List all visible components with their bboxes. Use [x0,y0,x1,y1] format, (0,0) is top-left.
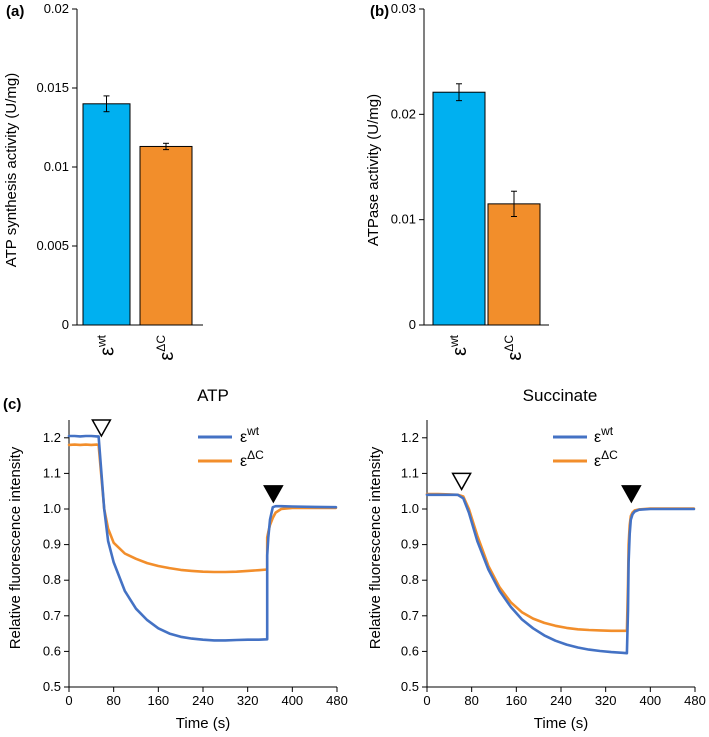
atp-series-line-dc [67,443,338,574]
atp-y-axis-label: Relative fluorescence intensity [7,446,24,649]
atp-x-tick-label: 160 [147,693,169,708]
b-y-tick-label: 0.02 [391,106,416,121]
succinate-x-tick-label: 240 [550,693,572,708]
succinate-plot-title: Succinate [523,386,598,405]
atp-legend-label-dc: εΔC [240,448,264,470]
atp-x-tick-label: 320 [237,693,259,708]
b-error-bar-wt [456,83,462,102]
atp-x-axis-label: Time (s) [176,715,230,732]
succinate-open-triangle-marker [451,472,472,491]
a-category-label-dc: εΔC [154,335,178,361]
b-category-label-dc: εΔC [502,335,526,361]
b-category-label-wt: εwt [447,334,471,356]
atp-y-tick-label: 0.7 [43,608,61,623]
succinate-y-tick-label: 0.8 [401,572,419,587]
b-y-tick-label: 0.01 [391,212,416,227]
atp-series-line-wt [67,434,338,642]
succinate-y-tick-label: 1.0 [401,501,419,516]
a-bar-wt [82,103,131,326]
b-bar-wt [432,91,486,326]
atp-x-tick-label: 480 [326,693,348,708]
atp-filled-triangle-marker [263,485,284,504]
a-y-tick-label: 0.01 [44,159,69,174]
succinate-filled-triangle-marker [621,485,642,504]
atp-y-tick-label: 0.8 [43,572,61,587]
atp-x-tick-label: 400 [281,693,303,708]
panel-a: (a) ATP synthesis activity (U/mg) 0 0.005… [3,1,203,361]
atp-legend: εwt εΔC [198,424,264,470]
a-error-bar-dc [163,142,169,151]
succinate-y-tick-label: 0.6 [401,643,419,658]
succinate-legend-label-wt: εwt [594,424,614,446]
panel-c-atp: (c) ATP Relative fluorescence intensity … [3,386,348,732]
atp-y-tick-label: 0.6 [43,643,61,658]
succinate-y-tick-label: 0.9 [401,537,419,552]
atp-x-tick-label: 80 [106,693,120,708]
succinate-x-tick-label: 80 [464,693,478,708]
a-y-tick-label: 0.02 [44,1,69,16]
panel-b-y-axis-label: ATPase activity (U/mg) [365,94,382,246]
b-error-bar-dc [511,190,517,218]
panel-c-label: (c) [3,396,21,413]
panel-b-label: (b) [370,3,389,20]
a-bar-dc [139,145,193,326]
succinate-y-tick-label: 0.7 [401,608,419,623]
a-category-label-wt: εwt [95,334,119,356]
succinate-x-tick-label: 320 [595,693,617,708]
a-error-bar-wt [103,95,110,113]
b-y-tick-label: 0 [409,317,416,332]
panel-a-y-axis-label: ATP synthesis activity (U/mg) [3,73,20,268]
atp-legend-label-wt: εwt [240,424,260,446]
atp-plot-title: ATP [197,386,229,405]
atp-y-tick-label: 1.0 [43,501,61,516]
panel-a-label: (a) [6,3,24,20]
succinate-x-tick-label: 160 [505,693,527,708]
atp-x-tick-label: 0 [65,693,72,708]
succinate-series-line-wt [425,493,696,655]
succinate-x-tick-label: 400 [639,693,661,708]
atp-y-tick-label: 1.2 [43,430,61,445]
panel-b: (b) ATPase activity (U/mg) 0 0.01 0.02 0.03… [365,1,549,361]
succinate-x-tick-label: 0 [423,693,430,708]
b-y-tick-label: 0.03 [391,1,416,16]
succinate-series-line-dc [425,492,696,633]
succinate-y-axis-label: Relative fluorescence intensity [367,446,384,649]
a-y-tick-label: 0.015 [36,80,69,95]
succinate-legend-label-dc: εΔC [594,448,618,470]
atp-x-tick-label: 240 [192,693,214,708]
succinate-x-axis-label: Time (s) [534,715,588,732]
atp-open-triangle-marker [91,419,112,438]
a-y-tick-label: 0 [62,317,69,332]
atp-y-tick-label: 0.5 [43,679,61,694]
succinate-y-tick-label: 1.2 [401,430,419,445]
succinate-x-tick-label: 480 [684,693,706,708]
atp-y-tick-label: 1.1 [43,465,61,480]
succinate-y-tick-label: 1.1 [401,465,419,480]
b-bar-dc [487,203,541,326]
succinate-legend: εwt εΔC [553,424,618,470]
atp-y-tick-label: 0.9 [43,537,61,552]
panel-c-succinate: Succinate Relative fluorescence intensit… [367,386,706,732]
succinate-y-tick-label: 0.5 [401,679,419,694]
a-y-tick-label: 0.005 [36,238,69,253]
